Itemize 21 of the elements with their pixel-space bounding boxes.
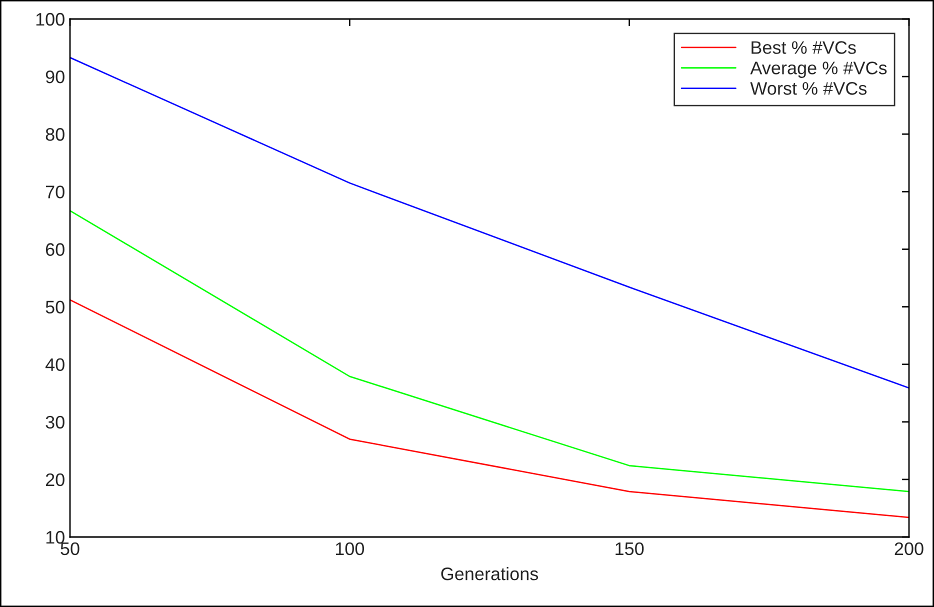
line-series — [70, 210, 909, 492]
y-tick-label: 80 — [46, 128, 64, 141]
legend-label: Best % #VCs — [752, 41, 856, 54]
y-tick-label: 100 — [36, 12, 64, 26]
line-series — [70, 299, 909, 518]
x-axis-title: Generations — [441, 567, 538, 580]
y-tick-label: 10 — [46, 530, 64, 544]
line-series — [70, 56, 909, 389]
y-tick-label: 40 — [45, 358, 64, 372]
y-tick-label: 30 — [46, 416, 64, 429]
y-tick-label: 90 — [46, 70, 64, 84]
x-tick-label: 50 — [60, 542, 80, 556]
legend-label: Average % #VCs — [750, 62, 887, 78]
y-tick-label: 70 — [46, 186, 64, 198]
y-tick-label: 50 — [46, 300, 64, 314]
x-tick-label: 100 — [336, 542, 364, 556]
x-tick-label: 150 — [616, 542, 644, 556]
x-tick-label: 200 — [894, 542, 924, 556]
y-tick-label: 60 — [46, 243, 64, 256]
legend-label: Worst % #VCs — [750, 82, 867, 95]
y-tick-label: 20 — [46, 473, 64, 486]
